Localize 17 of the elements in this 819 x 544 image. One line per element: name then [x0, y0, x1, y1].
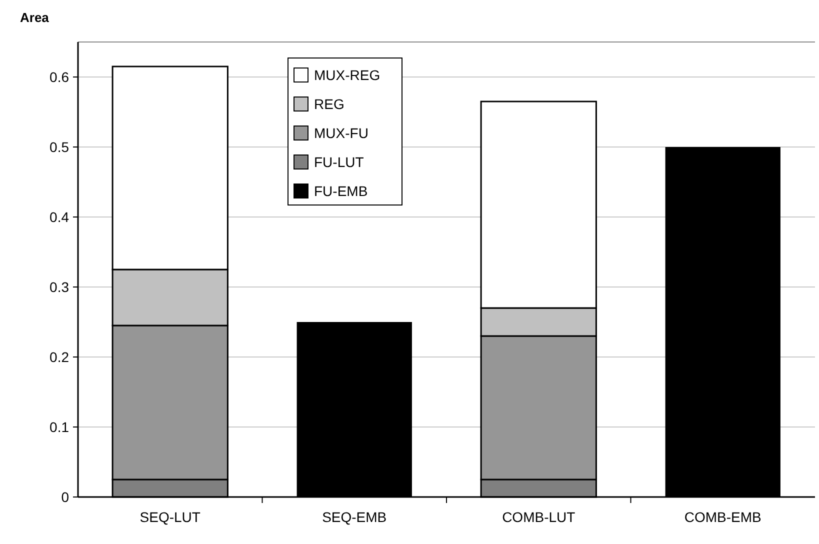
legend-label: FU-LUT	[314, 154, 364, 170]
y-tick-label: 0.2	[50, 348, 70, 365]
x-tick-label: SEQ-LUT	[140, 509, 201, 525]
y-tick-label: 0	[61, 488, 70, 505]
y-tick-label: 0.3	[50, 278, 70, 295]
y-tick-label: 0.1	[50, 418, 70, 435]
x-tick-label: COMB-EMB	[684, 509, 762, 525]
y-tick-label: 0.4	[50, 208, 70, 225]
legend-label: MUX-FU	[314, 124, 368, 141]
y-tick-label: 0.5	[50, 138, 70, 155]
legend-label: REG	[314, 96, 344, 112]
legend-label: MUX-REG	[314, 66, 380, 83]
legend-label: FU-EMB	[314, 182, 368, 199]
y-axis-title: Area	[20, 10, 50, 25]
y-tick-label: 0.6	[50, 68, 70, 85]
x-tick-label: COMB-LUT	[502, 509, 576, 525]
x-tick-label: SEQ-EMB	[322, 509, 387, 525]
